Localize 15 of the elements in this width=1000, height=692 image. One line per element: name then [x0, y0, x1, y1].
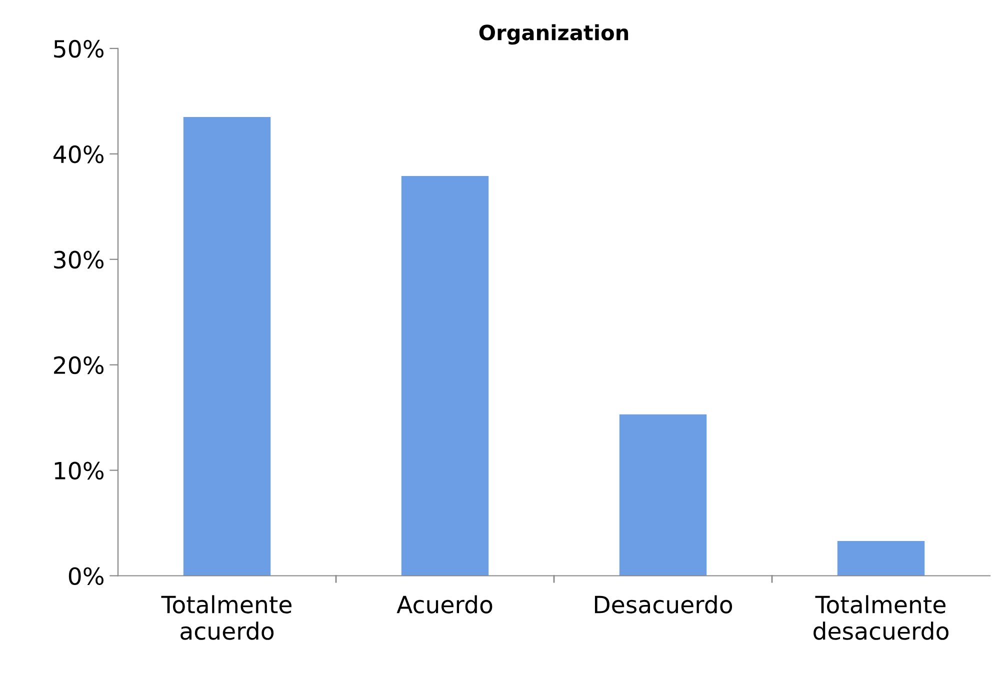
y-tick-label: 20% — [54, 356, 104, 374]
bar — [401, 176, 489, 576]
x-tick-label: Totalmente acuerdo — [161, 595, 292, 640]
chart-title: Organization — [479, 24, 628, 45]
x-tick-label: Totalmente desacuerdo — [814, 595, 948, 640]
y-tick-label: 10% — [54, 462, 104, 480]
y-tick-label: 30% — [54, 250, 104, 269]
y-tick-label: 50% — [54, 40, 104, 58]
bar — [837, 540, 925, 576]
bar — [619, 414, 707, 576]
y-tick-label: 0% — [68, 567, 104, 586]
bar — [183, 116, 271, 576]
y-tick-label: 40% — [53, 145, 104, 164]
x-tick-label: Acuerdo — [396, 595, 492, 614]
x-tick-label: Desacuerdo — [594, 595, 732, 614]
